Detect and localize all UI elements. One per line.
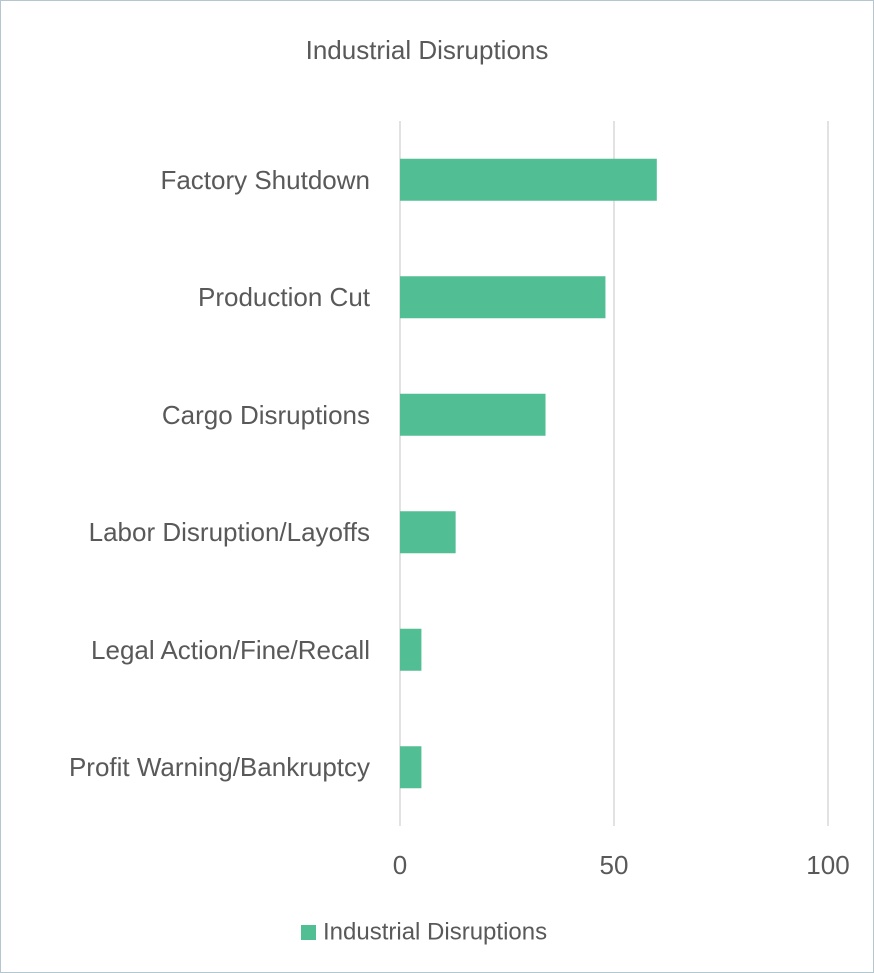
- bar: [400, 628, 422, 671]
- bar: [400, 276, 606, 319]
- bar: [400, 158, 657, 201]
- y-tick-label: Legal Action/Fine/Recall: [91, 634, 370, 665]
- legend-swatch: [301, 925, 316, 940]
- x-tick-label: 50: [600, 850, 629, 880]
- bar: [400, 393, 546, 436]
- x-tick-label: 100: [806, 850, 849, 880]
- y-tick-label: Labor Disruption/Layoffs: [88, 517, 370, 548]
- bar: [400, 511, 456, 554]
- chart-title: Industrial Disruptions: [306, 35, 549, 65]
- bar: [400, 746, 422, 789]
- legend-label: Industrial Disruptions: [323, 918, 547, 945]
- x-tick-label: 0: [393, 850, 407, 880]
- y-tick-label: Profit Warning/Bankruptcy: [68, 752, 370, 783]
- y-tick-label: Production Cut: [198, 282, 370, 313]
- y-tick-label: Factory Shutdown: [160, 164, 370, 195]
- y-tick-label: Cargo Disruptions: [161, 399, 370, 430]
